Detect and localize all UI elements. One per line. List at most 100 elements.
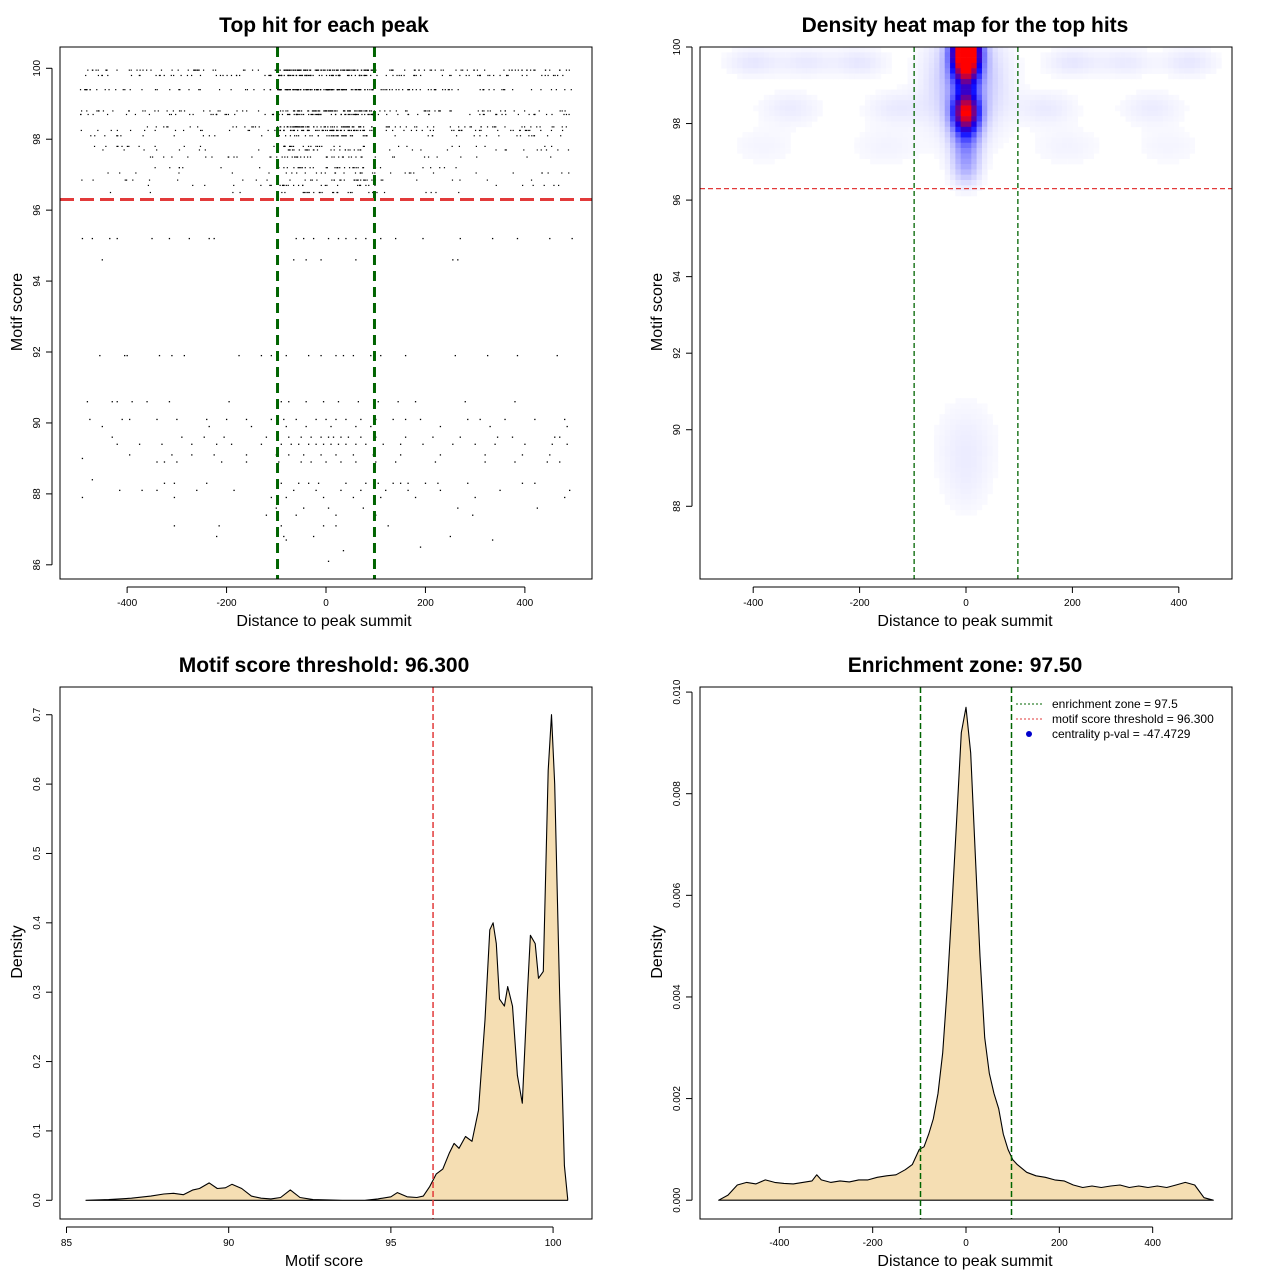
- heat-cell: [976, 89, 983, 96]
- heat-cell: [1184, 73, 1190, 80]
- data-point: [279, 126, 281, 128]
- data-point: [283, 418, 285, 421]
- heat-cell: [981, 110, 988, 117]
- data-point: [214, 135, 216, 137]
- heat-cell: [944, 499, 951, 505]
- heat-cell: [886, 158, 892, 165]
- data-point: [545, 113, 548, 116]
- heat-cell: [960, 472, 967, 479]
- data-point: [292, 74, 295, 77]
- data-point: [499, 489, 501, 492]
- data-point: [208, 237, 210, 240]
- heat-cell: [918, 132, 924, 138]
- data-point: [208, 425, 210, 428]
- heat-cell: [966, 126, 972, 133]
- heat-cell: [785, 116, 791, 122]
- heat-cell: [774, 126, 781, 133]
- heat-cell: [950, 94, 956, 101]
- data-point: [204, 184, 206, 187]
- data-point: [126, 354, 128, 357]
- heat-cell: [997, 142, 1004, 149]
- heat-cell: [1029, 94, 1036, 101]
- heat-cell: [758, 158, 765, 165]
- data-point: [352, 167, 354, 169]
- data-point: [371, 113, 374, 116]
- heat-cell: [864, 148, 871, 154]
- data-point: [300, 436, 302, 438]
- heat-cell: [1045, 126, 1052, 133]
- data-point: [503, 89, 505, 91]
- heat-cell: [1173, 110, 1180, 117]
- data-point: [410, 172, 412, 174]
- data-point: [373, 110, 375, 112]
- heat-cell: [966, 467, 972, 473]
- data-point: [429, 69, 431, 71]
- data-point: [284, 135, 287, 137]
- data-point: [528, 135, 530, 137]
- data-point: [302, 126, 305, 128]
- data-point: [340, 69, 342, 71]
- data-point: [449, 110, 451, 112]
- data-point: [366, 135, 368, 137]
- data-point: [293, 69, 295, 71]
- data-point: [383, 191, 386, 194]
- data-point: [288, 401, 290, 403]
- data-point: [342, 89, 345, 91]
- heat-cell: [976, 414, 983, 420]
- data-point: [379, 167, 382, 169]
- heat-cell: [896, 105, 903, 112]
- data-point: [304, 149, 306, 151]
- data-point: [335, 135, 337, 137]
- heat-cell: [960, 73, 967, 80]
- heat-cell: [939, 153, 946, 160]
- data-point: [298, 74, 301, 77]
- heat-cell: [944, 403, 951, 410]
- heat-cell: [859, 62, 866, 69]
- heat-cell: [769, 68, 775, 74]
- heat-cell: [1013, 52, 1020, 58]
- heat-cell: [1168, 52, 1174, 58]
- heat-cell: [966, 100, 972, 106]
- data-point: [544, 69, 547, 71]
- data-point: [85, 74, 87, 77]
- heat-cell: [1157, 62, 1164, 69]
- heat-cell: [939, 110, 946, 117]
- heat-cell: [976, 164, 983, 170]
- heat-cell: [950, 180, 956, 186]
- heat-cell: [886, 116, 892, 122]
- data-point: [371, 172, 374, 174]
- heat-cell: [1141, 57, 1148, 64]
- heat-cell: [1013, 89, 1020, 96]
- heat-cell: [976, 132, 983, 138]
- data-point: [369, 89, 371, 91]
- heat-cell: [966, 472, 972, 479]
- heat-cell: [864, 142, 871, 149]
- heat-cell: [769, 110, 775, 117]
- data-point: [273, 145, 275, 148]
- heat-cell: [763, 73, 770, 80]
- data-point: [322, 525, 325, 527]
- data-point: [315, 113, 318, 116]
- heat-cell: [912, 116, 919, 122]
- heat-cell: [976, 185, 983, 191]
- data-point: [155, 126, 157, 128]
- data-point: [307, 110, 310, 112]
- heat-cell: [987, 148, 993, 154]
- y-tick-label: 0.004: [672, 984, 683, 1009]
- data-point: [94, 135, 96, 137]
- data-point: [425, 191, 427, 194]
- heat-cell: [811, 100, 818, 106]
- heat-cell: [790, 62, 797, 69]
- heat-cell: [955, 477, 961, 484]
- heat-cell: [976, 73, 983, 80]
- data-point: [315, 489, 317, 492]
- heat-cell: [1168, 148, 1174, 154]
- x-tick-label: 200: [1051, 1238, 1068, 1249]
- data-point: [280, 482, 282, 484]
- data-point: [430, 69, 433, 71]
- heat-cell: [747, 132, 754, 138]
- heat-cell: [960, 158, 967, 165]
- heat-cell: [944, 52, 951, 58]
- heat-cell: [928, 84, 935, 90]
- heat-cell: [1035, 100, 1041, 106]
